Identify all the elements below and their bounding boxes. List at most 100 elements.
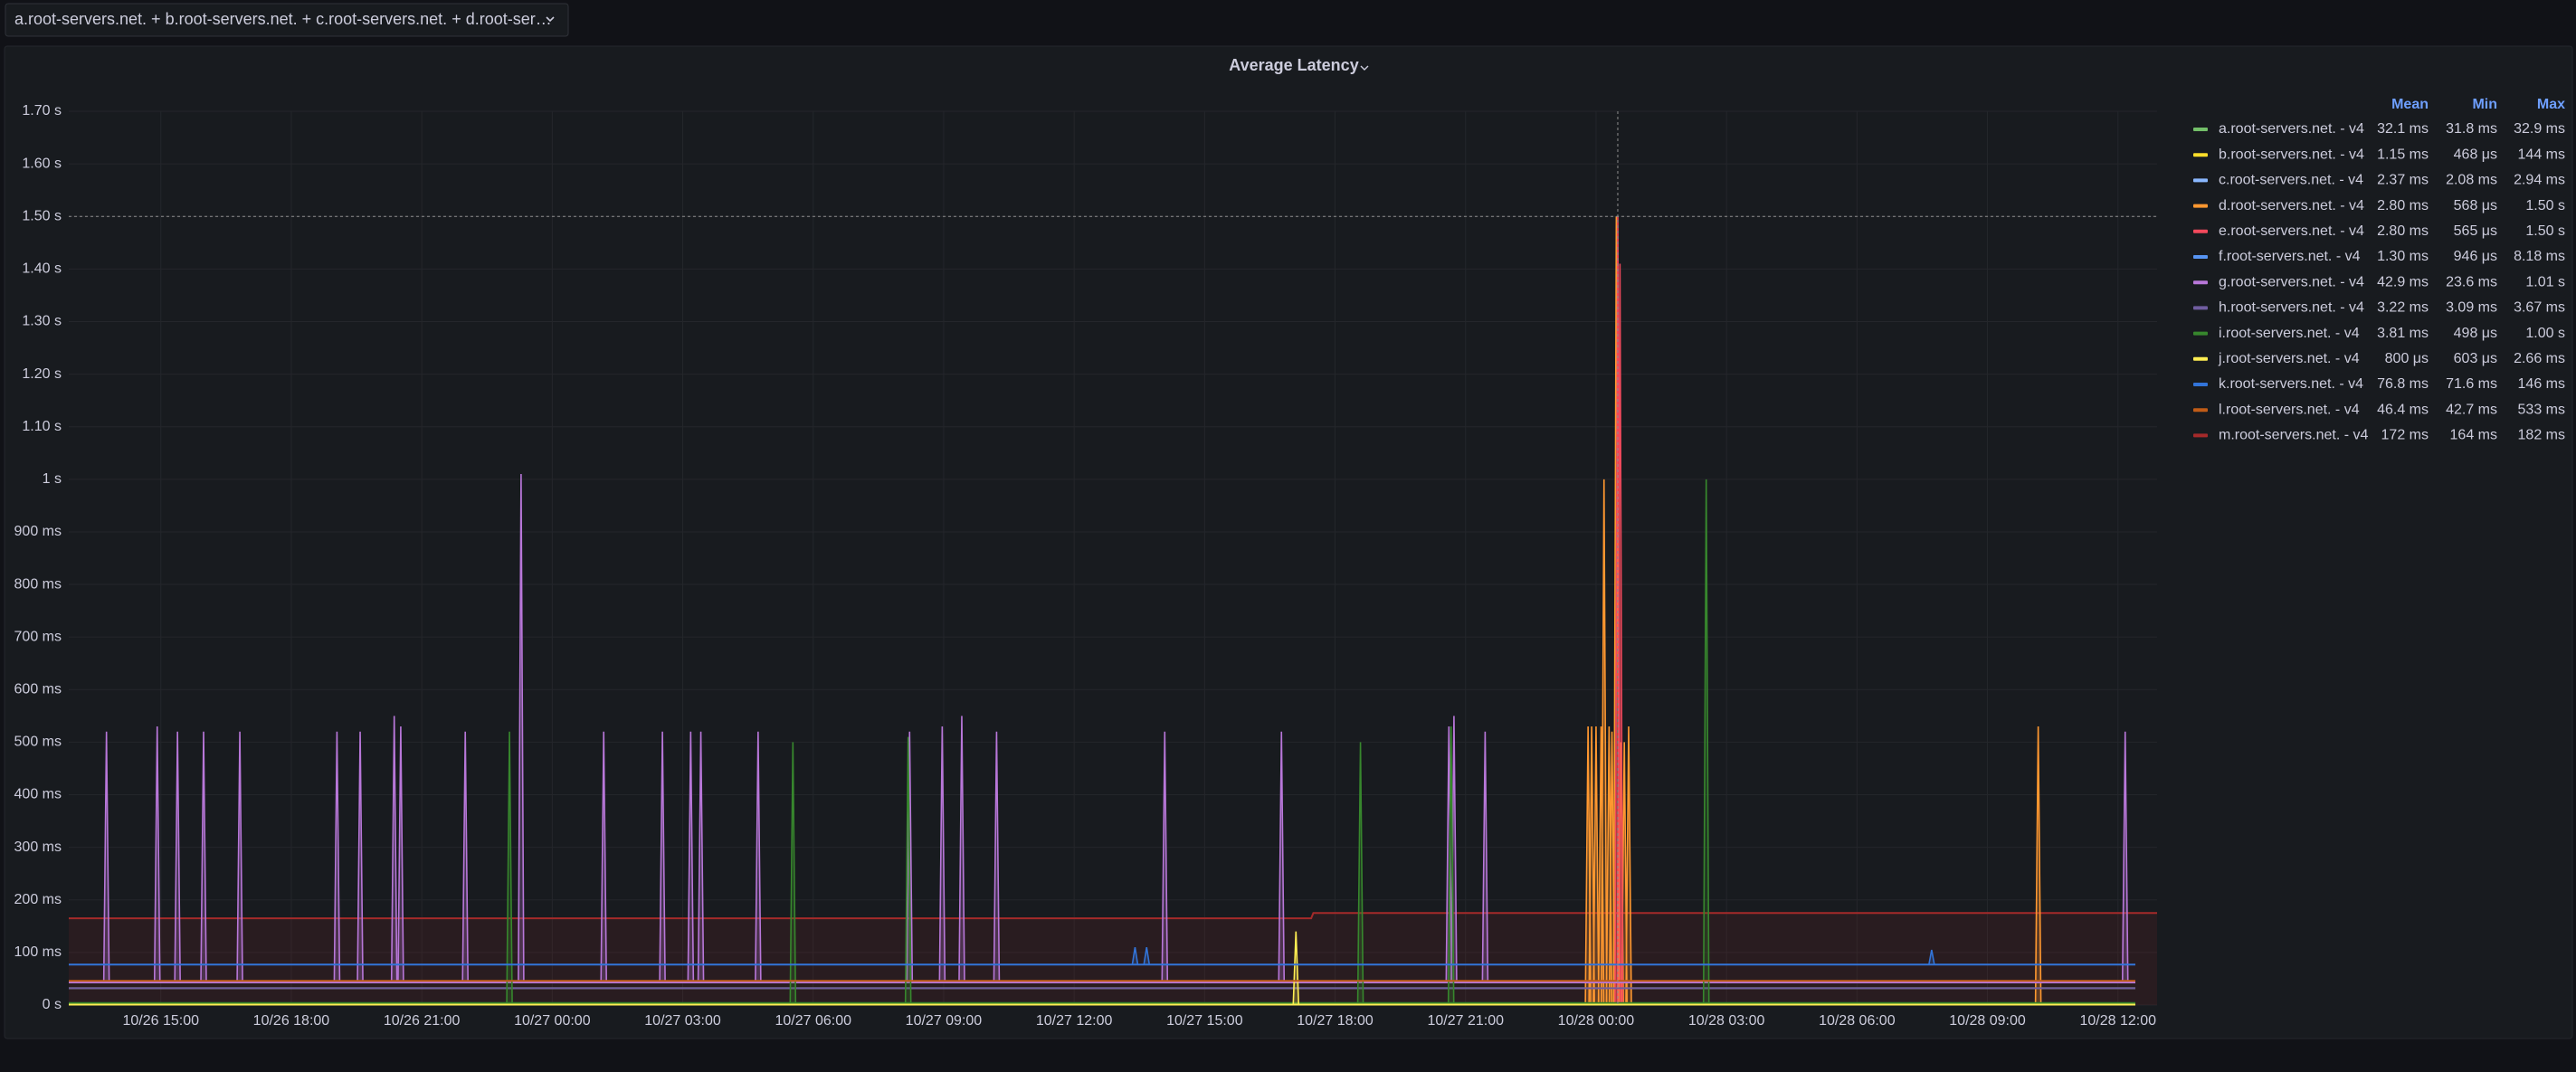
- x-tick-label: 10/27 12:00: [1036, 1013, 1113, 1029]
- x-tick-label: 10/28 03:00: [1688, 1013, 1765, 1029]
- legend-name[interactable]: h.root-servers.net. - v4: [2219, 300, 2364, 316]
- legend-name[interactable]: d.root-servers.net. - v4: [2219, 198, 2364, 213]
- y-tick-label: 1.60 s: [22, 156, 62, 171]
- legend-stat: 31.8 ms: [2446, 121, 2497, 137]
- x-tick-label: 10/27 18:00: [1297, 1013, 1374, 1029]
- y-tick-label: 800 ms: [14, 576, 62, 592]
- x-tick-label: 10/28 00:00: [1558, 1013, 1635, 1029]
- legend-stat: 172 ms: [2381, 428, 2429, 443]
- y-tick-label: 1.10 s: [22, 419, 62, 434]
- legend-header: Max: [2537, 97, 2565, 112]
- legend-stat: 946 μs: [2454, 249, 2497, 264]
- x-tick-label: 10/27 03:00: [644, 1013, 721, 1029]
- legend-stat: 1.01 s: [2525, 274, 2565, 289]
- legend-name[interactable]: j.root-servers.net. - v4: [2218, 351, 2360, 366]
- legend-stat: 2.08 ms: [2446, 173, 2497, 188]
- legend-name[interactable]: l.root-servers.net. - v4: [2219, 402, 2360, 417]
- legend-header: Min: [2472, 97, 2497, 112]
- x-tick-label: 10/27 00:00: [514, 1013, 591, 1029]
- legend-stat: 146 ms: [2518, 376, 2565, 392]
- legend-swatch: [2193, 383, 2208, 386]
- legend-header: Mean: [2391, 97, 2429, 112]
- y-tick-label: 1 s: [43, 471, 62, 487]
- legend-name[interactable]: g.root-servers.net. - v4: [2219, 274, 2364, 289]
- legend-stat: 3.67 ms: [2514, 300, 2565, 316]
- legend-name[interactable]: c.root-servers.net. - v4: [2219, 173, 2363, 188]
- x-tick-label: 10/26 21:00: [384, 1013, 461, 1029]
- legend-swatch: [2193, 332, 2208, 336]
- legend-name[interactable]: e.root-servers.net. - v4: [2219, 223, 2364, 239]
- legend-swatch: [2193, 408, 2208, 412]
- legend-stat: 164 ms: [2450, 428, 2497, 443]
- legend-name[interactable]: m.root-servers.net. - v4: [2219, 428, 2368, 443]
- x-tick-label: 10/27 06:00: [775, 1013, 851, 1029]
- x-tick-label: 10/27 15:00: [1166, 1013, 1243, 1029]
- legend-name[interactable]: k.root-servers.net. - v4: [2219, 376, 2363, 392]
- y-tick-label: 1.30 s: [22, 314, 62, 329]
- legend-stat: 144 ms: [2518, 147, 2565, 162]
- y-tick-label: 600 ms: [14, 682, 62, 697]
- legend-name[interactable]: f.root-servers.net. - v4: [2219, 249, 2361, 264]
- legend-swatch: [2193, 128, 2208, 131]
- legend-stat: 1.50 s: [2525, 198, 2565, 213]
- y-tick-label: 400 ms: [14, 787, 62, 802]
- y-tick-label: 1.20 s: [22, 366, 62, 382]
- legend-stat: 32.9 ms: [2514, 121, 2565, 137]
- variable-value[interactable]: a.root-servers.net. + b.root-servers.net…: [14, 10, 552, 28]
- legend-stat: 565 μs: [2454, 223, 2497, 239]
- legend-stat: 568 μs: [2454, 198, 2497, 213]
- legend-stat: 1.30 ms: [2377, 249, 2429, 264]
- legend-name[interactable]: i.root-servers.net. - v4: [2219, 326, 2360, 341]
- legend-stat: 182 ms: [2518, 428, 2565, 443]
- legend-stat: 3.09 ms: [2446, 300, 2497, 316]
- legend-swatch: [2193, 204, 2208, 208]
- legend-stat: 2.66 ms: [2514, 351, 2565, 366]
- y-tick-label: 1.40 s: [22, 261, 62, 277]
- legend-swatch: [2193, 178, 2208, 182]
- legend-stat: 2.94 ms: [2514, 173, 2565, 188]
- y-tick-label: 900 ms: [14, 524, 62, 539]
- legend-stat: 533 ms: [2518, 402, 2565, 417]
- x-tick-label: 10/28 06:00: [1819, 1013, 1896, 1029]
- x-tick-label: 10/28 09:00: [1949, 1013, 2026, 1029]
- legend-stat: 32.1 ms: [2377, 121, 2429, 137]
- legend-stat: 603 μs: [2454, 351, 2497, 366]
- y-tick-label: 0 s: [43, 997, 62, 1012]
- series-area: [69, 913, 2157, 1005]
- legend-stat: 76.8 ms: [2377, 376, 2429, 392]
- y-tick-label: 300 ms: [14, 840, 62, 855]
- legend-stat: 1.15 ms: [2377, 147, 2429, 162]
- y-tick-label: 700 ms: [14, 629, 62, 644]
- legend-stat: 42.7 ms: [2446, 402, 2497, 417]
- legend-swatch: [2193, 357, 2208, 361]
- y-tick-label: 100 ms: [14, 944, 62, 960]
- legend-name[interactable]: b.root-servers.net. - v4: [2219, 147, 2364, 162]
- legend-stat: 468 μs: [2454, 147, 2497, 162]
- legend-swatch: [2193, 255, 2208, 259]
- legend-stat: 498 μs: [2454, 326, 2497, 341]
- legend-stat: 46.4 ms: [2377, 402, 2429, 417]
- legend-stat: 23.6 ms: [2446, 274, 2497, 289]
- panel: [5, 46, 2572, 1039]
- legend-stat: 2.80 ms: [2377, 198, 2429, 213]
- legend-swatch: [2193, 230, 2208, 233]
- legend-stat: 71.6 ms: [2446, 376, 2497, 392]
- legend-stat: 3.22 ms: [2377, 300, 2429, 316]
- legend-stat: 42.9 ms: [2377, 274, 2429, 289]
- panel-title[interactable]: Average Latency: [1229, 56, 1358, 74]
- x-tick-label: 10/27 09:00: [906, 1013, 983, 1029]
- x-tick-label: 10/27 21:00: [1427, 1013, 1504, 1029]
- legend-swatch: [2193, 306, 2208, 309]
- legend-stat: 2.80 ms: [2377, 223, 2429, 239]
- x-tick-label: 10/26 18:00: [253, 1013, 330, 1029]
- legend-stat: 800 μs: [2385, 351, 2429, 366]
- legend-name[interactable]: a.root-servers.net. - v4: [2219, 121, 2364, 137]
- x-tick-label: 10/26 15:00: [122, 1013, 199, 1029]
- legend-stat: 8.18 ms: [2514, 249, 2565, 264]
- legend-stat: 1.00 s: [2525, 326, 2565, 341]
- legend-swatch: [2193, 280, 2208, 284]
- y-tick-label: 500 ms: [14, 735, 62, 750]
- y-tick-label: 1.50 s: [22, 208, 62, 223]
